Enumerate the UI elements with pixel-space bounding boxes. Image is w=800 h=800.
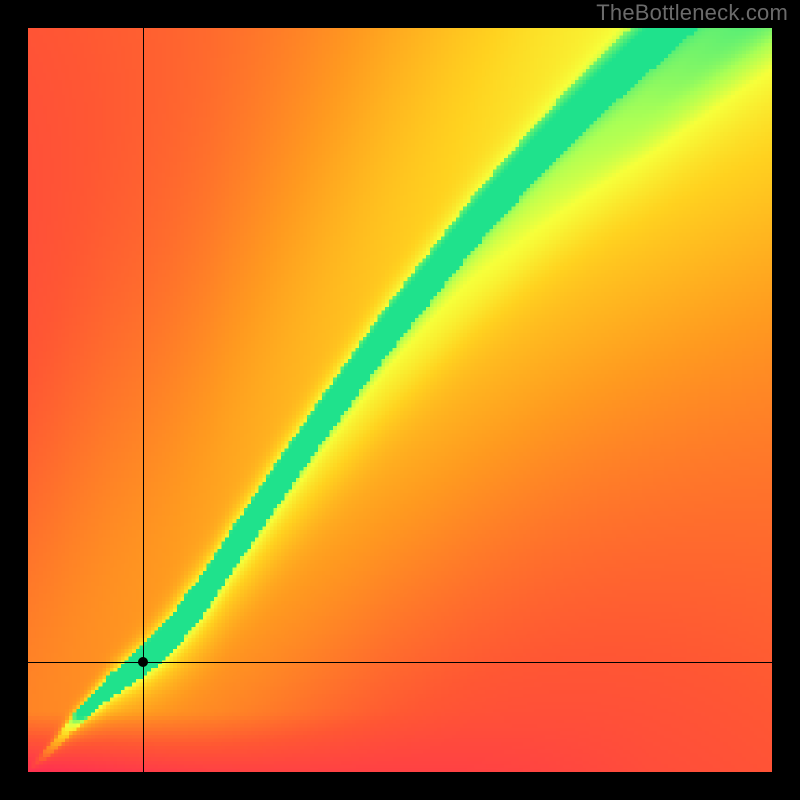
- selected-point-marker: [138, 657, 148, 667]
- root-container: TheBottleneck.com: [0, 0, 800, 800]
- heatmap-plot: [28, 28, 772, 772]
- watermark-label: TheBottleneck.com: [596, 0, 788, 26]
